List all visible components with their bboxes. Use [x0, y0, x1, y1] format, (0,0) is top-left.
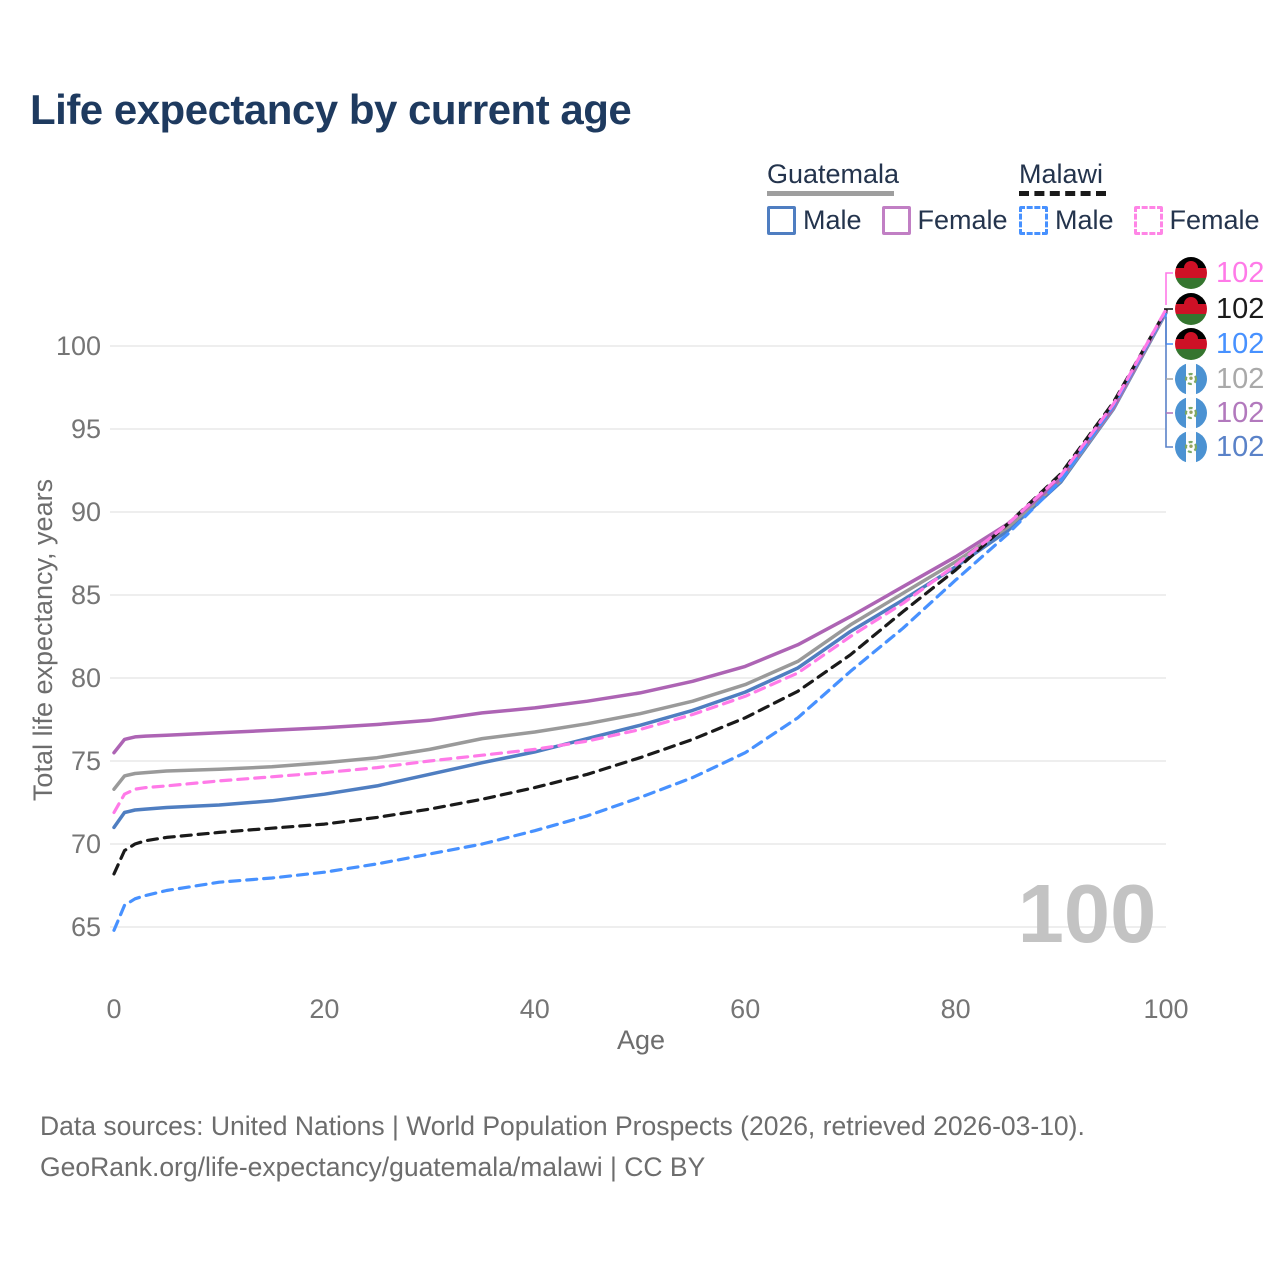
y-tick-label: 75 — [71, 746, 101, 776]
footer-sources-line: Data sources: United Nations | World Pop… — [40, 1111, 1085, 1141]
series-line-guatemala-male[interactable] — [112, 311, 1168, 830]
y-tick-label: 100 — [56, 331, 101, 361]
legend-group-malawi: Malawi Male Female — [1019, 160, 1280, 236]
legend-row-malawi: Male Female — [1019, 205, 1280, 236]
gridlines — [110, 345, 1166, 928]
y-tick-label: 90 — [71, 497, 101, 527]
x-tick-label: 80 — [941, 994, 971, 1024]
legend-swatch-malawi-female[interactable] — [1133, 206, 1163, 235]
end-label-value: 102 — [1216, 328, 1265, 360]
series-line-malawi-male[interactable] — [112, 309, 1168, 932]
footer-url-line: GeoRank.org/life-expectancy/guatemala/ma… — [40, 1152, 706, 1182]
y-tick-label: 80 — [71, 663, 101, 693]
legend-swatch-guatemala-female[interactable] — [881, 206, 911, 235]
y-tick-label: 95 — [71, 414, 101, 444]
guatemala-flag-icon — [1175, 397, 1207, 429]
x-tick-label: 0 — [106, 994, 121, 1024]
legend-label-guatemala-female[interactable]: Female — [917, 205, 1008, 235]
leader-line — [1165, 313, 1173, 345]
legend-group-guatemala: Guatemala Male Female — [767, 160, 1028, 236]
y-tick-label: 65 — [71, 912, 101, 942]
legend-label-guatemala-male[interactable]: Male — [803, 205, 862, 235]
malawi-flag-icon — [1175, 293, 1207, 325]
legend-swatch-malawi-male[interactable] — [1019, 206, 1048, 235]
end-label-malawi-male: 102 — [1175, 327, 1264, 361]
legend-swatch-guatemala-male[interactable] — [767, 206, 796, 235]
legend-label-malawi-male[interactable]: Male — [1055, 205, 1114, 235]
end-label-value: 102 — [1216, 293, 1265, 325]
series-line-guatemala-female[interactable] — [112, 309, 1168, 755]
end-label-guatemala-both: 102 — [1175, 362, 1264, 396]
end-label-value: 102 — [1216, 431, 1265, 463]
legend-underline-malawi — [1019, 191, 1106, 196]
malawi-flag-icon — [1175, 328, 1207, 360]
footer: Data sources: United Nations | World Pop… — [40, 1106, 1085, 1188]
x-tick-label: 60 — [730, 994, 760, 1024]
guatemala-flag-icon — [1175, 431, 1207, 463]
legend-label-malawi-female[interactable]: Female — [1169, 205, 1260, 235]
end-label-guatemala-female: 102 — [1175, 396, 1264, 430]
end-label-leaders — [1164, 272, 1173, 448]
guatemala-flag-icon — [1175, 363, 1207, 395]
end-label-malawi-both: 102 — [1175, 292, 1264, 326]
page-title: Life expectancy by current age — [30, 86, 632, 133]
leader-line — [1165, 272, 1173, 305]
end-label-value: 102 — [1216, 257, 1265, 289]
end-label-value: 102 — [1216, 363, 1265, 395]
x-axis-ticks: 0 20 40 60 80 100 — [106, 994, 1188, 1024]
x-tick-label: 100 — [1143, 994, 1188, 1024]
malawi-flag-icon — [1175, 257, 1207, 289]
x-axis-title: Age — [617, 1025, 665, 1055]
end-label-malawi-female: 102 — [1175, 256, 1264, 290]
series-line-malawi-female[interactable] — [112, 307, 1168, 815]
legend-country-guatemala: Guatemala — [767, 159, 900, 189]
legend-country-malawi: Malawi — [1019, 159, 1104, 189]
series-line-guatemala-both[interactable] — [112, 310, 1168, 791]
y-axis-ticks: 65 70 75 80 85 90 95 100 — [56, 331, 101, 942]
x-tick-label: 20 — [309, 994, 339, 1024]
age-watermark: 100 — [1017, 867, 1157, 960]
y-tick-label: 70 — [71, 829, 101, 859]
leader-line — [1165, 317, 1173, 448]
y-axis-title: Total life expectancy, years — [28, 479, 58, 801]
y-tick-label: 85 — [71, 580, 101, 610]
x-tick-label: 40 — [520, 994, 550, 1024]
legend-underline-guatemala — [767, 191, 894, 196]
end-label-guatemala-male: 102 — [1175, 430, 1264, 464]
end-label-value: 102 — [1216, 397, 1265, 429]
series-line-malawi-both[interactable] — [112, 308, 1168, 876]
series-lines — [112, 307, 1168, 932]
legend-row-guatemala: Male Female — [767, 205, 1028, 236]
